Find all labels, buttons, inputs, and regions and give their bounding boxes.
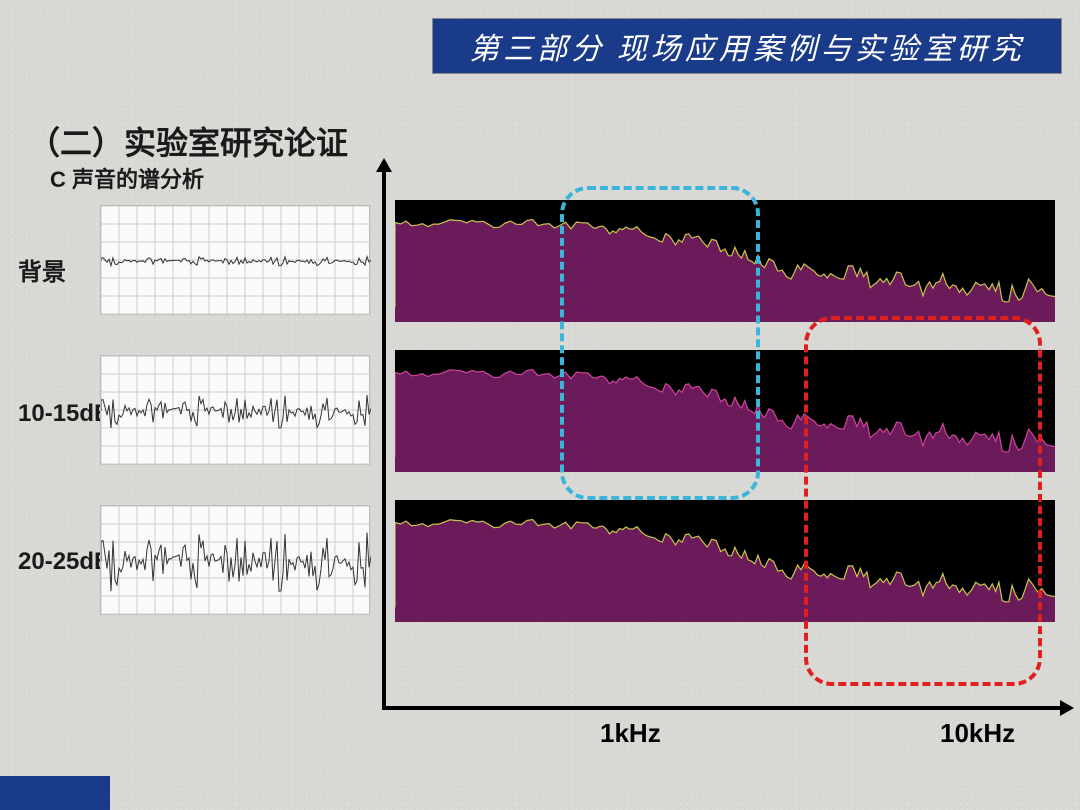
- waveform-1: [100, 355, 370, 465]
- row-label-2: 20-25dB: [18, 548, 111, 576]
- page-title: （二）实验室研究论证: [28, 118, 348, 164]
- waveform-0: [100, 205, 370, 315]
- footer-accent: [0, 776, 110, 810]
- x-tick-label-1: 10kHz: [940, 718, 1015, 749]
- highlight-box-0: [560, 186, 760, 500]
- section-banner: 第三部分 现场应用案例与实验室研究: [432, 18, 1062, 74]
- page-subtitle: C 声音的谱分析: [50, 162, 204, 194]
- row-label-0: 背景: [18, 252, 66, 287]
- x-axis: [382, 706, 1062, 710]
- waveform-2: [100, 505, 370, 615]
- row-label-1: 10-15dB: [18, 400, 111, 428]
- highlight-box-1: [804, 316, 1042, 686]
- x-tick-label-0: 1kHz: [600, 718, 661, 749]
- y-axis: [382, 170, 386, 710]
